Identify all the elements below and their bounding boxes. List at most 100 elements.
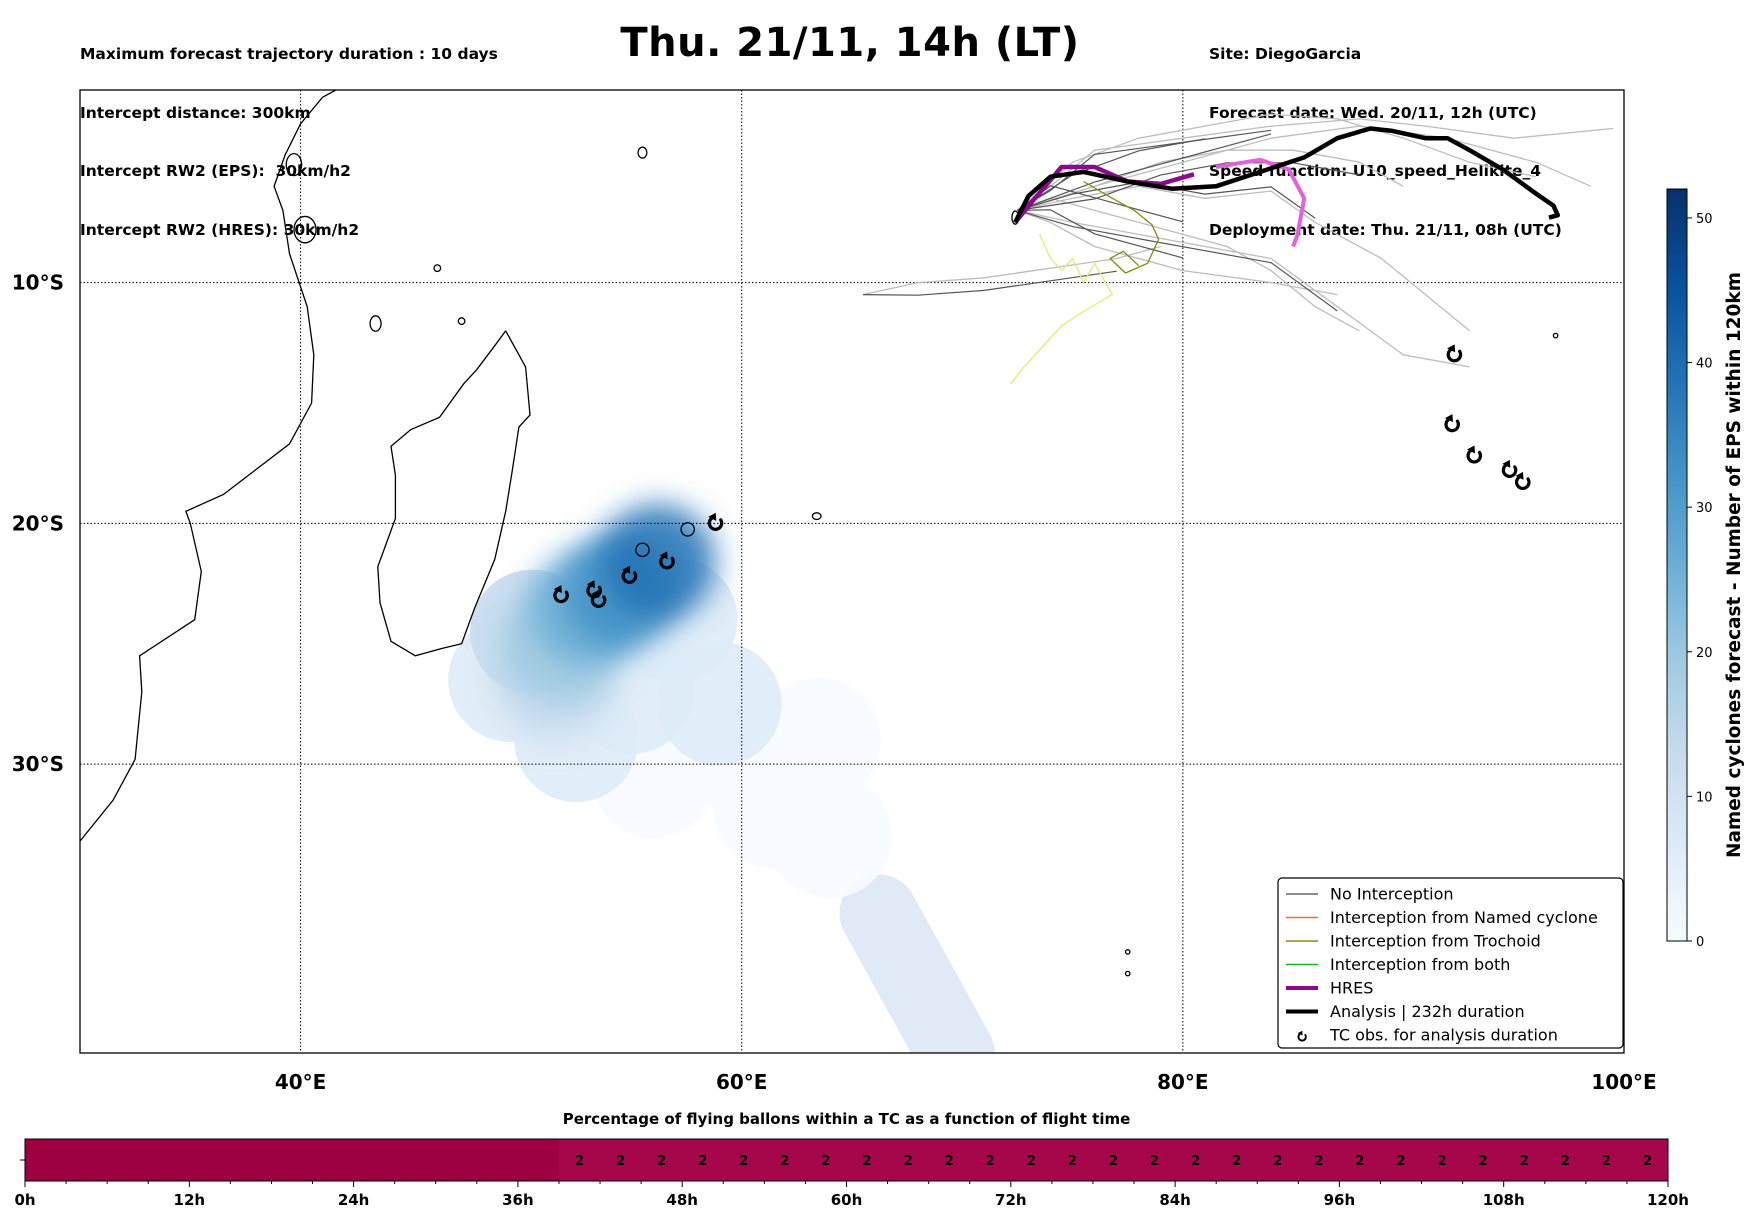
bar-cell-value: 2 <box>739 1154 748 1169</box>
flight-time-bar: Percentage of flying ballons within a TC… <box>14 1110 1689 1209</box>
tc-arc <box>590 592 607 608</box>
bar-cell-value: 2 <box>1027 1154 1036 1169</box>
island-outline <box>369 315 382 332</box>
tc-arc <box>1466 448 1483 464</box>
legend: No Interception Interception from Named c… <box>1277 877 1624 1049</box>
track-no-interception <box>1017 129 1272 211</box>
tc-arrowhead <box>1502 459 1511 468</box>
track-no-interception-future <box>1017 149 1404 212</box>
bar-cell-value: 2 <box>1068 1154 1077 1169</box>
tc-arc <box>659 554 675 570</box>
legend-label: HRES <box>1330 979 1373 998</box>
colorbar-gradient <box>1666 188 1688 942</box>
tc-observation-marker <box>553 585 569 604</box>
bar-x-tick-label: 96h <box>1324 1191 1356 1209</box>
tc-arc <box>553 587 569 604</box>
density-blob <box>599 503 716 620</box>
track-no-interception-future <box>1017 209 1470 368</box>
chart-title: Thu. 21/11, 14h (LT) <box>620 20 1080 66</box>
tc-arc <box>1501 462 1518 478</box>
tc-observation-marker <box>1446 344 1463 363</box>
bar-cell-value: 2 <box>657 1154 666 1169</box>
island-outline <box>635 542 650 558</box>
map-area <box>80 90 1624 1053</box>
colorbar-label: Named cyclones forecast - Number of EPS … <box>1724 272 1745 858</box>
bar-x-tick-label: 120h <box>1647 1191 1689 1209</box>
tc-arrowhead <box>591 589 600 598</box>
bar-cell-value: 2 <box>1109 1154 1118 1169</box>
info-line-2: Intercept distance: 300km <box>80 103 311 122</box>
bar-cell-value: 2 <box>1355 1154 1364 1169</box>
tc-observation-marker <box>1515 471 1531 490</box>
colorbar-tick-label: 10 <box>1696 790 1713 805</box>
info-right: Site: DiegoGarcia Forecast date: Wed. 20… <box>1209 6 1562 260</box>
tc-arrowhead <box>708 512 717 521</box>
y-tick-label: 10°S <box>12 271 64 295</box>
colorbar-tick-label: 30 <box>1696 501 1713 516</box>
tc-arrowhead <box>1297 1030 1303 1036</box>
bar-cell-value: 2 <box>575 1154 584 1169</box>
density-stripe <box>839 874 995 1053</box>
tc-arrowhead <box>1467 445 1476 454</box>
colorbar-tick-label: 20 <box>1696 646 1713 661</box>
legend-label: Analysis | 232h duration <box>1330 1002 1525 1021</box>
bar-cell-value: 2 <box>1396 1154 1405 1169</box>
track-trochoid-future <box>1010 234 1113 385</box>
bar-cell-value: 2 <box>1561 1154 1570 1169</box>
tc-arc <box>621 568 638 584</box>
deployment-date-line: Deployment date: Thu. 21/11, 08h (UTC) <box>1209 220 1562 239</box>
x-tick-label: 100°E <box>1591 1070 1656 1094</box>
tc-arc <box>1297 1032 1307 1042</box>
bar-cell-value: 2 <box>1314 1154 1323 1169</box>
x-tick-label: 40°E <box>275 1070 327 1094</box>
forecast-date-line: Forecast date: Wed. 20/11, 12h (UTC) <box>1209 103 1537 122</box>
bar-x-tick-label: 48h <box>666 1191 698 1209</box>
tc-arrowhead <box>1447 344 1456 353</box>
island-outline <box>293 215 317 244</box>
bar-x-tick-label: 12h <box>174 1191 206 1209</box>
island-outline <box>285 152 303 177</box>
track-no-interception <box>862 270 1117 296</box>
tc-observation-marker <box>659 551 675 570</box>
track-no-interception-future <box>1017 209 1338 296</box>
bar-cell-value: 2 <box>1643 1154 1652 1169</box>
bar-cell-value: 2 <box>986 1154 995 1169</box>
track-no-interception <box>1017 209 1184 259</box>
colorbar-tick-label: 0 <box>1696 935 1704 950</box>
legend-label: Interception from both <box>1330 955 1510 974</box>
legend-box <box>1277 877 1624 1049</box>
map-axes: 40°E 60°E 80°E 100°E 10°S 20°S 30°S <box>12 89 1657 1094</box>
map-frame <box>79 89 1625 1054</box>
bar-cell-value: 2 <box>1232 1154 1241 1169</box>
tc-observation-marker <box>1444 414 1460 433</box>
island-outline <box>811 512 822 521</box>
tc-observation-marker <box>590 589 607 608</box>
tc-arrowhead <box>659 551 668 560</box>
africa-coast <box>80 90 337 842</box>
bar-cell-value: 2 <box>1191 1154 1200 1169</box>
track-no-interception-future <box>1017 185 1471 332</box>
colorbar-tick-label: 50 <box>1696 212 1713 227</box>
legend-tc-icon <box>1297 1030 1307 1042</box>
colorbar: 0 10 20 30 40 50 Named cyclones forecast - Num… <box>1666 188 1745 950</box>
bar-cell-value: 2 <box>698 1154 707 1169</box>
bar-title: Percentage of flying ballons within a TC… <box>563 1110 1131 1128</box>
bar-x-tick-label: 72h <box>995 1191 1027 1209</box>
tc-arc <box>1515 474 1531 490</box>
gridlines <box>80 90 1624 1053</box>
island-outline <box>637 146 648 159</box>
info-line-4: Intercept RW2 (HRES): 30km/h2 <box>80 220 360 239</box>
track-no-interception <box>1017 209 1338 312</box>
eps-density-field <box>448 503 995 1053</box>
bar-cell-value: 2 <box>780 1154 789 1169</box>
tc-arrowhead <box>553 585 562 594</box>
bar-x-tick-label: 84h <box>1159 1191 1191 1209</box>
tc-arc <box>1444 417 1460 433</box>
bar-cell-value: 2 <box>1479 1154 1488 1169</box>
legend-label: Interception from Named cyclone <box>1330 908 1598 927</box>
bar-x-tick-label: 60h <box>831 1191 863 1209</box>
bar-cell-value: 2 <box>904 1154 913 1169</box>
coastlines <box>80 90 1559 977</box>
bar-cell-value: 2 <box>1273 1154 1282 1169</box>
